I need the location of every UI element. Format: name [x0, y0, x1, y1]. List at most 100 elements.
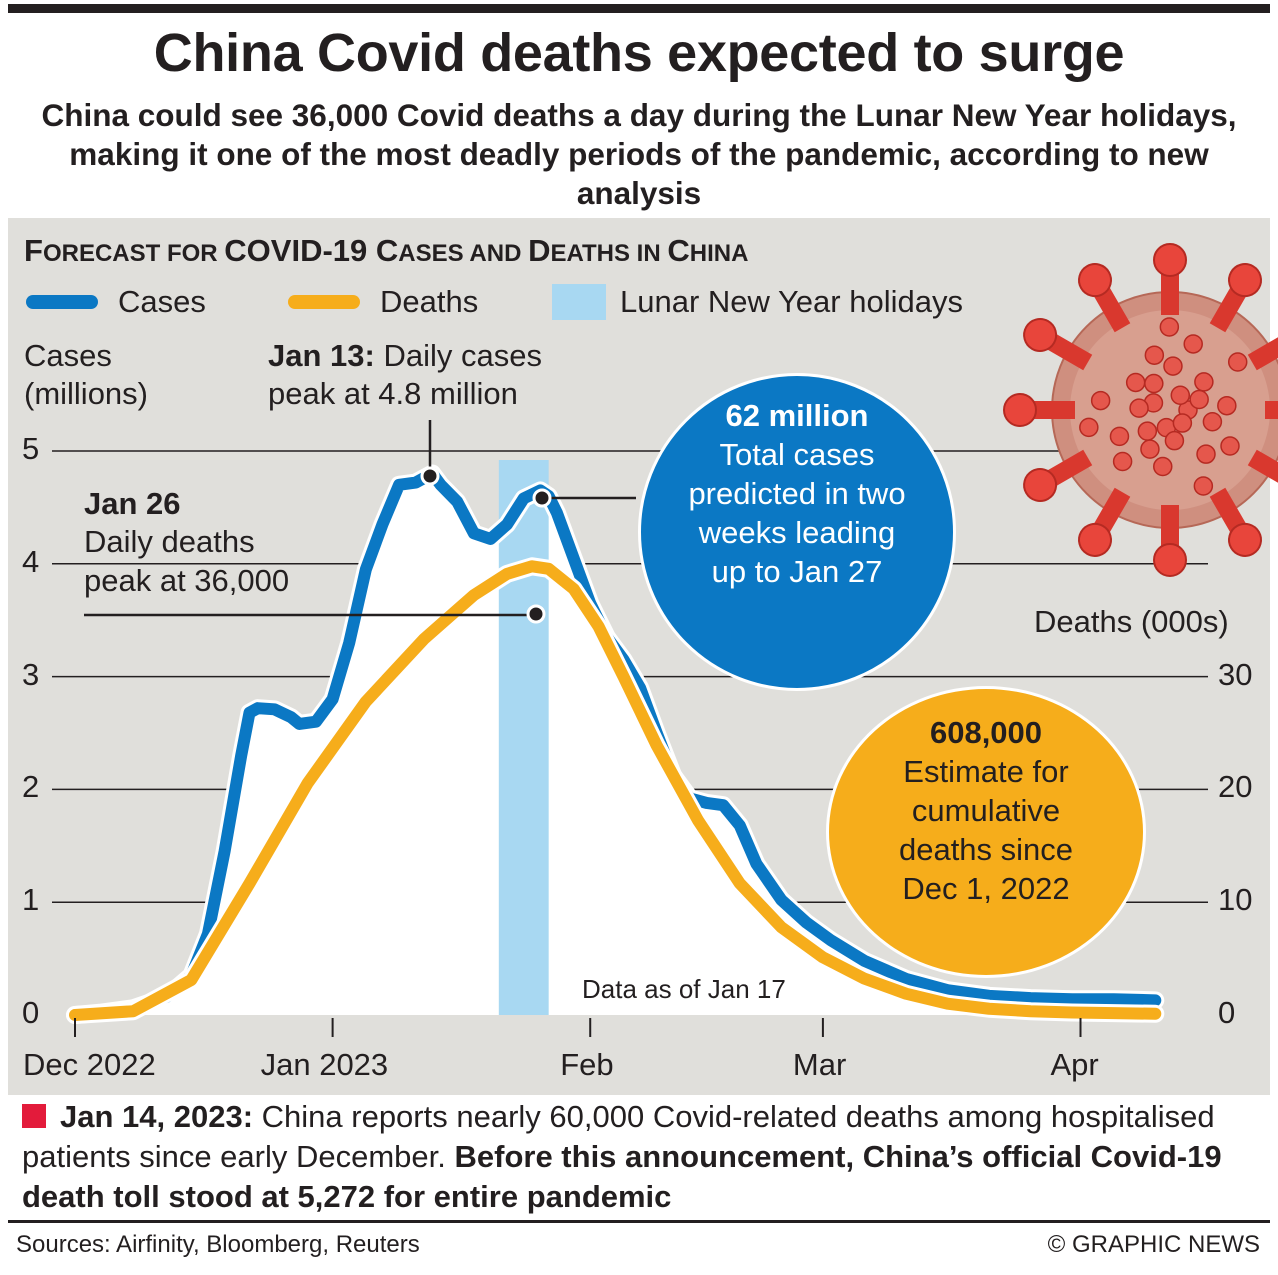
deaths-point: [988, 1008, 990, 1010]
y2-tick-label: 10: [1218, 882, 1253, 918]
cases-point: [1113, 998, 1115, 1000]
virus-protein: [1170, 385, 1191, 405]
virus-protein: [1193, 476, 1214, 496]
deaths-point: [573, 588, 575, 590]
cases-point: [257, 707, 259, 709]
cases-point: [473, 532, 475, 534]
deaths-point: [622, 676, 624, 678]
x-tick-label: Mar: [792, 1047, 847, 1082]
cases-point: [863, 960, 865, 962]
deaths-point: [656, 745, 658, 747]
deaths-point: [473, 594, 475, 596]
virus-protein: [1194, 372, 1214, 392]
cases-point: [365, 568, 367, 570]
deaths-point: [822, 956, 824, 958]
cases-point: [988, 995, 990, 997]
cases-point: [273, 708, 275, 710]
jan14-note: Jan 14, 2023: China reports nearly 60,00…: [22, 1099, 1222, 1214]
deaths-point: [365, 701, 367, 703]
cases-point: [506, 523, 508, 525]
cases-point: [456, 501, 458, 503]
virus-protein: [1164, 430, 1185, 451]
deaths-point: [1154, 1013, 1156, 1015]
virus-protein: [1137, 421, 1158, 441]
x-tick-label: Jan 2023: [260, 1047, 389, 1082]
x-tick-label: Dec 2022: [23, 1047, 156, 1082]
virus-protein: [1183, 334, 1203, 354]
deaths-point: [1071, 1011, 1073, 1013]
jan26-peak-dot: [526, 604, 546, 624]
virus-spike: [1247, 331, 1278, 371]
virus-protein: [1090, 390, 1111, 411]
deaths-point: [739, 882, 741, 884]
virus-protein: [1220, 436, 1240, 456]
cases-point: [1030, 997, 1032, 999]
virus-spike: [1023, 449, 1093, 502]
cases-point: [490, 538, 491, 540]
deaths-point: [697, 820, 699, 822]
virus-protein: [1217, 395, 1237, 416]
jan13-annotation: Jan 13: Daily cases: [268, 338, 542, 373]
virus-spike: [1153, 505, 1187, 577]
cumulative-deaths-callout: 608,000 Estimate for cumulative deaths s…: [826, 686, 1146, 978]
legend-deaths: Deaths: [288, 282, 478, 322]
virus-protein: [1159, 317, 1180, 337]
x-axis-ticks: [74, 1018, 1082, 1037]
credit: © GRAPHIC NEWS: [1047, 1231, 1260, 1258]
cases-point: [706, 802, 708, 804]
top-rule: [8, 4, 1270, 13]
x-tick-label: Apr: [1050, 1047, 1099, 1082]
y-tick-label: 3: [22, 656, 40, 692]
jan13-annotation-line2: peak at 4.8 million: [268, 376, 518, 411]
forecast-title: FORECAST FOR COVID-19 CASES AND DEATHS I…: [24, 233, 749, 268]
virus-spike: [1153, 243, 1187, 315]
virus-protein: [1125, 372, 1146, 393]
virus-protein: [1079, 417, 1099, 438]
virus-spike: [1023, 318, 1093, 371]
left-axis-title-1: Cases: [24, 338, 112, 373]
cases-point: [523, 497, 525, 499]
y2-tick-label: 20: [1218, 769, 1253, 805]
deaths-point: [1030, 1010, 1032, 1012]
deaths-point: [531, 565, 533, 567]
y-tick-label: 4: [22, 543, 40, 579]
legend-holiday-swatch: [552, 283, 606, 320]
deaths-point: [780, 926, 782, 928]
cases-point: [830, 940, 832, 942]
virus-spike: [1209, 263, 1262, 333]
cases-point: [780, 899, 782, 901]
right-axis-title: Deaths (000s): [1034, 604, 1229, 639]
virus-spike: [1265, 401, 1278, 419]
virus-spike: [1003, 393, 1075, 427]
deaths-point: [863, 978, 865, 980]
cases-point: [1154, 999, 1156, 1001]
cases-point: [556, 512, 558, 514]
cases-point: [755, 863, 757, 865]
deaths-point: [132, 1010, 134, 1012]
cases-point: [415, 482, 417, 484]
virus-protein: [1189, 389, 1209, 410]
callouts: [84, 420, 636, 624]
legend-holiday: Lunar New Year holidays: [552, 282, 963, 322]
coronavirus-illustration: [1003, 243, 1278, 577]
cases-point: [905, 978, 907, 980]
deaths-point: [598, 625, 600, 627]
cases-point: [224, 850, 226, 852]
page-subtitle: China could see 36,000 Covid deaths a da…: [41, 97, 1237, 211]
virus-spike: [1078, 263, 1131, 333]
virus-spike: [1078, 487, 1131, 557]
legend-cases: Cases: [26, 282, 206, 322]
cases-point: [722, 804, 724, 806]
deaths-point: [190, 979, 192, 981]
cases-point: [573, 557, 575, 559]
y-tick-label: 2: [22, 769, 40, 805]
cases-point: [249, 712, 251, 714]
cases-point: [290, 716, 292, 718]
cases-point: [947, 989, 949, 991]
cases-point: [381, 523, 383, 525]
cases-point: [398, 484, 400, 486]
deaths-point: [74, 1014, 76, 1016]
virus-protein: [1163, 356, 1183, 376]
jan26-annotation-line3: peak at 36,000: [84, 563, 290, 598]
